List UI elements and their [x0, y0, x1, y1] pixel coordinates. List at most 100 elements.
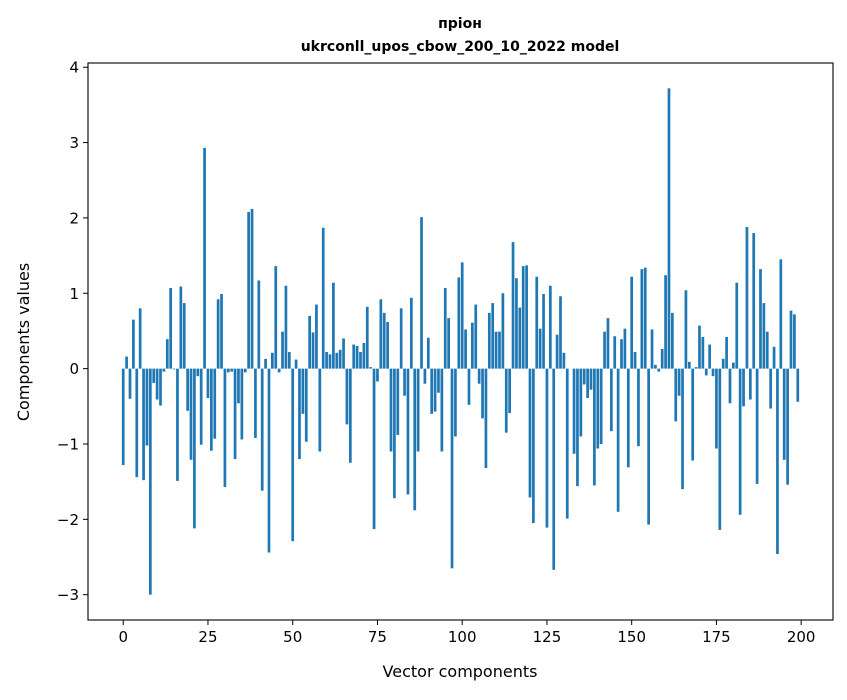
bar-64	[339, 350, 342, 369]
bar-65	[342, 338, 345, 368]
bar-79	[390, 369, 393, 452]
bar-51	[295, 360, 298, 369]
bar-161	[668, 88, 671, 368]
bar-34	[237, 369, 240, 404]
bar-39	[254, 369, 257, 438]
bar-68	[352, 345, 355, 369]
bar-159	[661, 349, 664, 369]
bar-12	[163, 369, 166, 372]
y-tick-label: 4	[69, 59, 79, 77]
bar-157	[654, 365, 657, 369]
bar-13	[166, 339, 169, 368]
bar-14	[169, 288, 172, 369]
bar-137	[586, 369, 589, 398]
axes-frame	[88, 63, 833, 620]
bar-193	[776, 369, 779, 554]
bar-108	[488, 313, 491, 369]
chart-title-line2: ukrconll_upos_cbow_200_10_2022 model	[301, 39, 620, 55]
bar-89	[424, 369, 427, 384]
bar-25	[207, 369, 210, 398]
bar-144	[610, 369, 613, 432]
bar-162	[671, 313, 674, 369]
bar-36	[244, 369, 247, 373]
bar-190	[766, 332, 769, 369]
bar-40	[257, 280, 260, 368]
bar-121	[532, 369, 535, 523]
bar-23	[200, 369, 203, 445]
bar-99	[457, 277, 460, 368]
bar-48	[285, 286, 288, 369]
bar-130	[563, 353, 566, 369]
bar-187	[756, 369, 759, 484]
bar-80	[393, 369, 396, 499]
bar-171	[702, 337, 705, 369]
x-tick-label: 25	[198, 628, 217, 646]
bar-163	[674, 369, 677, 422]
bar-62	[332, 283, 335, 369]
bar-61	[329, 354, 332, 368]
bar-33	[234, 369, 237, 459]
bar-57	[315, 305, 318, 369]
bar-47	[281, 332, 284, 369]
bar-177	[722, 359, 725, 369]
bar-18	[183, 303, 186, 369]
bar-142	[603, 332, 606, 369]
bar-195	[783, 369, 786, 460]
bar-139	[593, 369, 596, 486]
chart-title-line1: пріон	[438, 16, 482, 32]
bar-30	[224, 369, 227, 487]
bar-59	[322, 228, 325, 369]
bar-170	[698, 326, 701, 369]
bar-115	[512, 242, 515, 369]
bar-165	[681, 369, 684, 490]
bar-191	[769, 369, 772, 409]
bar-6	[142, 369, 145, 481]
x-tick-label: 125	[533, 628, 562, 646]
x-tick-label: 0	[118, 628, 128, 646]
bar-56	[312, 332, 315, 368]
bar-24	[203, 148, 206, 369]
bar-107	[485, 369, 488, 468]
bar-41	[261, 369, 264, 491]
bar-100	[461, 262, 464, 368]
bar-135	[579, 369, 582, 437]
bar-97	[451, 369, 454, 569]
bar-145	[613, 336, 616, 368]
bar-149	[627, 369, 630, 468]
bar-26	[210, 369, 213, 451]
bar-82	[400, 308, 403, 368]
bar-37	[247, 212, 250, 369]
y-tick-label: −2	[57, 511, 79, 529]
bar-29	[220, 294, 223, 369]
bar-140	[596, 369, 599, 449]
bar-17	[179, 286, 182, 368]
bar-111	[498, 332, 501, 369]
bar-3	[132, 320, 135, 369]
y-tick-label: 0	[69, 360, 79, 378]
bar-21	[193, 369, 196, 529]
bar-105	[478, 369, 481, 384]
x-tick-label: 50	[283, 628, 302, 646]
bar-32	[230, 369, 233, 372]
bar-106	[481, 369, 484, 419]
bar-55	[308, 316, 311, 369]
bar-196	[786, 369, 789, 485]
bar-126	[549, 286, 552, 369]
bar-198	[793, 314, 796, 368]
bar-174	[712, 369, 715, 377]
bar-164	[678, 369, 681, 396]
bar-129	[559, 296, 562, 368]
bar-169	[695, 367, 698, 369]
y-tick-label: −3	[57, 586, 79, 604]
bar-86	[413, 369, 416, 511]
bar-70	[359, 352, 362, 369]
bar-175	[715, 369, 718, 449]
bar-75	[376, 369, 379, 382]
bar-125	[546, 369, 549, 528]
bar-72	[366, 307, 369, 369]
bar-54	[305, 369, 308, 442]
bar-66	[346, 369, 349, 425]
bar-184	[746, 227, 749, 369]
